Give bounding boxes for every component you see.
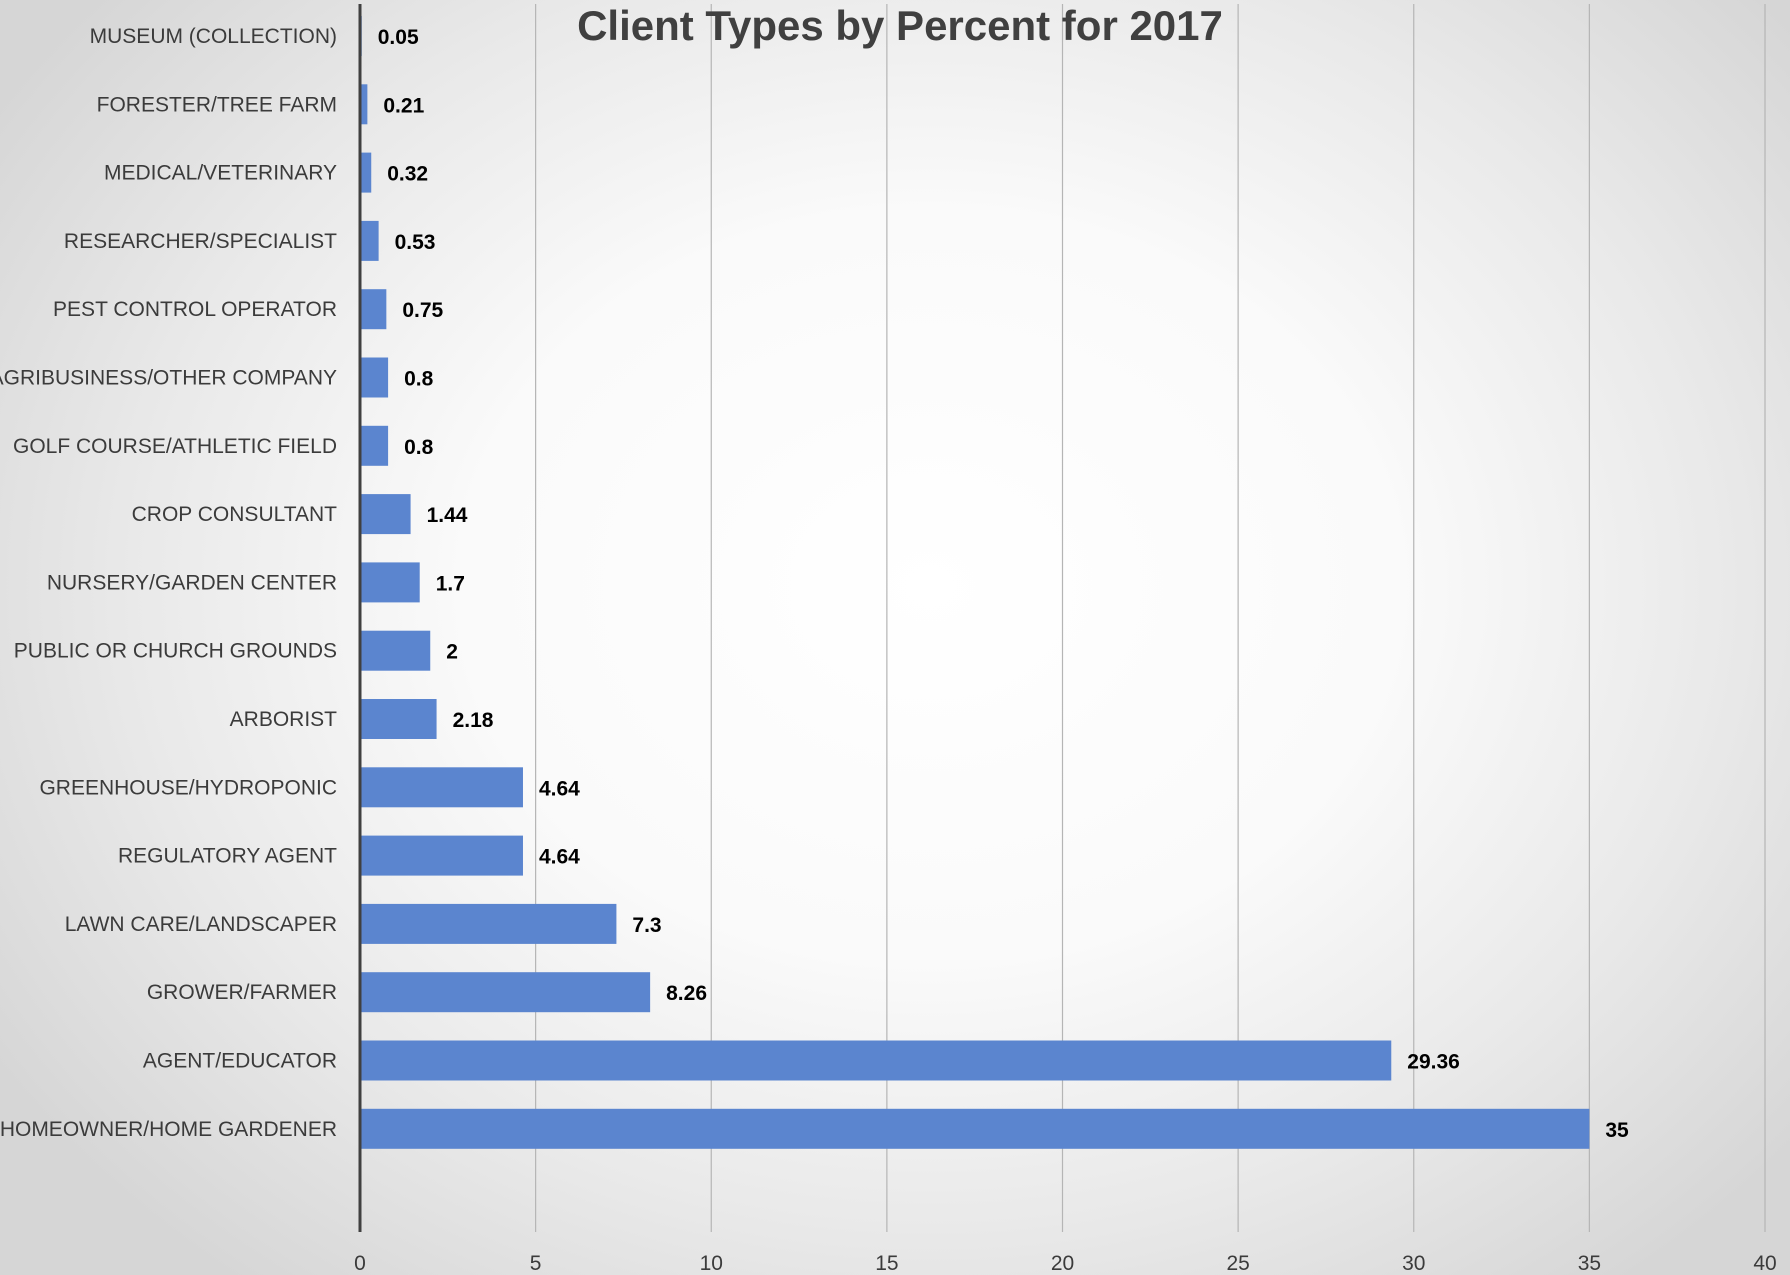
category-label: GREENHOUSE/HYDROPONIC <box>39 776 337 799</box>
category-label: CROP CONSULTANT <box>132 503 338 526</box>
data-label: 7.3 <box>632 914 661 937</box>
bar <box>360 289 387 330</box>
data-label: 4.64 <box>539 777 580 800</box>
x-tick-label: 0 <box>354 1252 366 1275</box>
bar <box>360 425 389 466</box>
bar <box>360 972 651 1013</box>
category-label: GOLF COURSE/ATHLETIC FIELD <box>13 435 337 458</box>
data-label: 0.8 <box>404 436 434 459</box>
bar <box>360 903 617 944</box>
category-label: PEST CONTROL OPERATOR <box>53 298 337 321</box>
x-tick-label: 35 <box>1578 1252 1601 1275</box>
category-label: GROWER/FARMER <box>147 981 337 1004</box>
data-label: 35 <box>1605 1119 1629 1142</box>
data-labels: 0.05 0.21 0.32 0.53 0.75 0.8 0.8 1.44 1.7 2 2.18 4.… <box>378 26 1629 1142</box>
category-labels: MUSEUM (COLLECTION) FORESTER/TREE FARM MED… <box>0 25 337 1141</box>
bar <box>360 152 372 193</box>
x-tick-label: 20 <box>1051 1252 1074 1275</box>
bar <box>360 494 411 535</box>
category-label: AGRIBUSINESS/OTHER COMPANY <box>0 367 337 390</box>
bar <box>360 1040 1392 1081</box>
bar <box>360 357 389 398</box>
category-label: AGENT/EDUCATOR <box>143 1050 337 1073</box>
data-label: 0.32 <box>387 163 428 186</box>
chart-title: Client Types by Percent for 2017 <box>577 2 1223 49</box>
category-label: LAWN CARE/LANDSCAPER <box>65 913 337 936</box>
data-label: 8.26 <box>666 982 707 1005</box>
category-label: MEDICAL/VETERINARY <box>104 162 337 185</box>
data-label: 0.05 <box>378 26 419 49</box>
x-tick-label: 15 <box>875 1252 898 1275</box>
category-label: NURSERY/GARDEN CENTER <box>47 571 337 594</box>
gridlines <box>535 4 1766 1232</box>
data-label: 0.8 <box>404 368 434 391</box>
x-tick-label: 25 <box>1226 1252 1249 1275</box>
bars <box>360 16 1590 1149</box>
bar <box>360 220 379 261</box>
data-label: 0.75 <box>402 299 443 322</box>
bar <box>360 1108 1590 1149</box>
bar <box>360 767 523 808</box>
data-label: 0.53 <box>395 231 436 254</box>
bar <box>360 562 420 603</box>
data-label: 1.7 <box>436 572 465 595</box>
x-tick-label: 40 <box>1753 1252 1776 1275</box>
category-label: MUSEUM (COLLECTION) <box>90 25 337 48</box>
category-label: PUBLIC OR CHURCH GROUNDS <box>14 640 337 663</box>
category-label: FORESTER/TREE FARM <box>97 93 337 116</box>
data-label: 29.36 <box>1407 1051 1460 1074</box>
bar <box>360 84 368 125</box>
x-axis-ticks: 0 5 10 15 20 25 30 35 40 <box>354 1252 1777 1275</box>
x-tick-label: 10 <box>700 1252 723 1275</box>
x-tick-label: 5 <box>530 1252 542 1275</box>
category-label: ARBORIST <box>230 708 338 731</box>
bar <box>360 699 437 739</box>
category-label: RESEARCHER/SPECIALIST <box>64 230 337 253</box>
data-label: 0.21 <box>383 94 424 117</box>
data-label: 4.64 <box>539 846 580 869</box>
data-label: 1.44 <box>427 504 468 527</box>
category-label: REGULATORY AGENT <box>118 845 337 868</box>
data-label: 2 <box>446 641 458 664</box>
bar <box>360 835 523 876</box>
x-tick-label: 30 <box>1402 1252 1425 1275</box>
data-label: 2.18 <box>453 709 494 732</box>
category-label: HOMEOWNER/HOME GARDENER <box>0 1118 337 1141</box>
bar <box>360 630 431 671</box>
